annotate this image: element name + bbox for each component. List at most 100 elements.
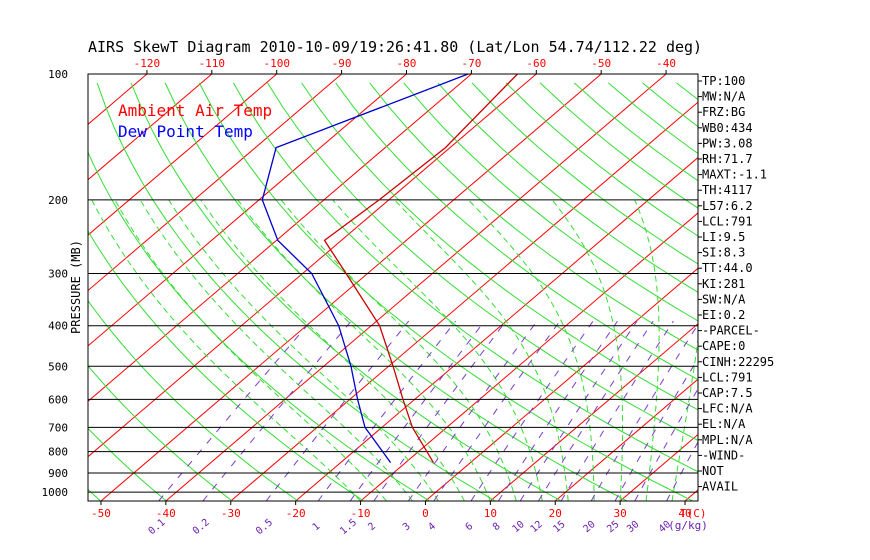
top-temp-tick-label: -100 xyxy=(263,57,290,70)
mixing-ratio-tick-label: 0.2 xyxy=(191,517,212,537)
dry-adiabat-line xyxy=(745,83,870,501)
dry-adiabat-line xyxy=(847,83,870,501)
stat-text: TP:100 xyxy=(702,74,745,88)
isotherm-line xyxy=(230,101,698,501)
top-temp-tick-label: -110 xyxy=(199,57,226,70)
dry-adiabat-line xyxy=(0,83,35,501)
stat-text: MW:N/A xyxy=(702,90,746,104)
dry-adiabat-line xyxy=(88,299,299,501)
stat-text: LCL:791 xyxy=(702,214,753,228)
isotherm-line xyxy=(295,156,698,501)
mixing-ratio-tick-label: 2 xyxy=(366,521,378,533)
stat-text: EL:N/A xyxy=(702,417,746,431)
stat-text: TH:4117 xyxy=(702,183,753,197)
dry-adiabat-line xyxy=(164,82,628,501)
stat-text: CAP:7.5 xyxy=(702,386,753,400)
top-temp-tick-label: -40 xyxy=(656,57,676,70)
isotherm-line xyxy=(88,74,278,236)
dry-adiabat-line xyxy=(130,82,562,501)
dry-adiabat-line xyxy=(471,82,698,265)
mixing-ratio-tick-label: 1 xyxy=(311,521,323,533)
stat-text: -PARCEL- xyxy=(702,324,760,338)
moist-adiabat-line xyxy=(468,199,595,501)
top-temp-tick-label: -80 xyxy=(397,57,417,70)
pressure-tick-label: 500 xyxy=(48,360,68,373)
moist-adiabat-line xyxy=(168,199,439,501)
isotherm-line xyxy=(88,74,407,347)
dry-adiabat-line xyxy=(437,82,698,293)
pressure-tick-label: 700 xyxy=(48,421,68,434)
bottom-temp-tick-label: 0 xyxy=(422,507,429,520)
mixing-ratio-line xyxy=(349,320,485,501)
top-temp-tick-label: -90 xyxy=(332,57,352,70)
moist-adiabat-line xyxy=(237,199,491,501)
dry-adiabat-line xyxy=(232,82,698,473)
pressure-tick-label: 600 xyxy=(48,393,68,406)
bottom-temp-tick-label: 30 xyxy=(614,507,627,520)
stat-text: -WIND- xyxy=(702,448,745,462)
stat-text: WB0:434 xyxy=(702,121,753,135)
moist-adiabat-line xyxy=(200,199,465,501)
isotherm-line xyxy=(750,74,870,501)
dry-adiabat-line xyxy=(88,427,167,501)
dry-adiabat-line xyxy=(88,365,233,501)
dry-adiabat-line xyxy=(335,82,698,381)
mixing-ratio-line xyxy=(470,320,594,501)
bottom-temp-tick-label: -40 xyxy=(156,507,176,520)
top-temp-tick-label: -70 xyxy=(461,57,481,70)
moist-adiabat-line xyxy=(280,199,517,501)
mixing-ratio-tick-label: 10 xyxy=(510,519,526,535)
mixing-ratio-line xyxy=(433,320,561,501)
stat-text: SI:8.3 xyxy=(702,246,745,260)
dew-point-temp-line xyxy=(261,74,469,463)
bottom-temp-tick-label: -30 xyxy=(221,507,241,520)
dry-adiabat-line xyxy=(198,82,694,501)
isotherm-line xyxy=(88,74,537,458)
isotherm-line xyxy=(490,323,698,501)
bottom-temp-tick-label: 20 xyxy=(549,507,562,520)
legend-item-dew-point-temp: Dew Point Temp xyxy=(118,122,253,141)
dry-adiabat-line xyxy=(505,82,698,237)
mixing-ratio-line xyxy=(202,320,352,501)
isotherm-line xyxy=(100,74,602,501)
top-temp-tick-label: -50 xyxy=(591,57,611,70)
dry-adiabat-line xyxy=(267,82,698,441)
dry-adiabat-line xyxy=(813,83,870,501)
moist-adiabat-line xyxy=(634,199,660,501)
moist-adiabat-line xyxy=(394,199,569,501)
stat-text: AVAIL xyxy=(702,480,738,494)
mixing-ratio-line xyxy=(634,388,698,501)
moist-adiabat-line xyxy=(551,199,624,501)
pressure-tick-label: 400 xyxy=(48,320,68,333)
mixing-ratio-tick-label: 3 xyxy=(401,521,413,533)
dry-adiabat-line xyxy=(369,82,698,351)
stat-text: PW:3.08 xyxy=(702,136,753,150)
stat-text: LCL:791 xyxy=(702,370,753,384)
isotherm-line xyxy=(165,74,667,501)
stat-text: MPL:N/A xyxy=(702,433,753,447)
stat-text: EI:0.2 xyxy=(702,308,745,322)
mixing-ratio-tick-label: 30 xyxy=(625,519,641,535)
mixing-ratio-unit-label: (g/kg) xyxy=(668,519,708,532)
chart-title: AIRS SkewT Diagram 2010-10-09/19:26:41.8… xyxy=(88,38,702,56)
dry-adiabat-line xyxy=(779,83,870,501)
bottom-temp-tick-label: -20 xyxy=(286,507,306,520)
isotherm-line xyxy=(425,267,698,501)
dry-adiabat-line xyxy=(88,151,430,501)
stat-text: CINH:22295 xyxy=(702,355,774,369)
isotherm-line xyxy=(88,74,342,292)
stat-text: SW:N/A xyxy=(702,292,746,306)
stat-text: LFC:N/A xyxy=(702,402,753,416)
bottom-temp-tick-label: -50 xyxy=(91,507,111,520)
mixing-ratio-tick-label: 0.5 xyxy=(254,517,275,537)
stat-text: L57:6.2 xyxy=(702,199,753,213)
mixing-ratio-tick-label: 1.5 xyxy=(338,517,359,537)
mixing-ratio-line xyxy=(158,320,312,501)
moist-adiabat-line xyxy=(114,199,387,501)
mixing-ratio-tick-label: 4 xyxy=(426,521,438,533)
isotherm-line xyxy=(88,74,213,181)
mixing-ratio-line xyxy=(519,320,638,501)
legend-item-ambient-air-temp: Ambient Air Temp xyxy=(118,101,272,120)
mixing-ratio-line xyxy=(497,320,618,501)
